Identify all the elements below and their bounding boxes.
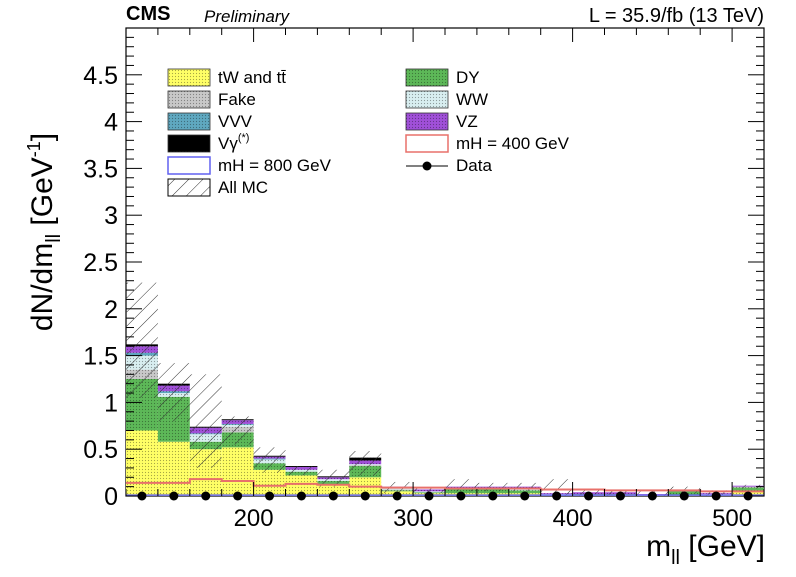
legend-left-1-label: Fake [218,90,256,109]
data-point-9 [424,491,434,501]
data-point-10 [456,491,466,501]
legend-right-2-swatch-texture [406,113,448,130]
bar-texture-0-1 [157,441,190,496]
data-point-11 [488,491,498,501]
mc-band-bin-3 [221,416,254,445]
data-point-18 [711,491,721,501]
legend-right-1-label: WW [456,90,488,109]
all-mc-band [126,282,764,496]
signal-mh400-line [126,478,764,493]
mc-band-bin-11 [476,482,509,492]
y-axis-title: dN/dmll [GeV-1] [24,133,65,331]
mc-band-bin-7 [349,451,382,476]
legend-right-4-swatch-marker [422,161,432,171]
x-tick-label-3: 500 [712,505,752,532]
data-point-16 [647,491,657,501]
x-axis-title: mll [GeV] [646,530,765,569]
legend-left-4-swatch [167,156,211,175]
legend-right-1-swatch-texture [406,91,448,108]
legend-left-0-swatch-texture [168,69,210,86]
mc-band-bin-19 [732,484,764,489]
data-point-1 [169,491,179,501]
data-point-13 [552,491,562,501]
mc-band-bin-9 [413,488,445,494]
bar-texture-0-5 [285,475,318,496]
mc-band-bin-4 [253,447,286,473]
legend-right-0-label: DY [456,68,480,87]
legend-left-0-label: tW and tt̄ [218,68,286,87]
y-tick-label-2: 1 [104,389,118,417]
mc-band-bin-13 [540,479,573,496]
legend-right-3-swatch [405,134,449,153]
legend-left-2-label: VVV [218,112,253,131]
legend-left-3-swatch-texture [168,135,210,152]
legend-right-4-label: Data [456,156,492,175]
mc-band-bin-5 [285,466,318,476]
legend-right-2-label: VZ [456,112,478,131]
mc-band-bin-1 [157,363,190,422]
data-point-3 [233,491,243,501]
mc-band-bin-0 [126,282,158,398]
y-tick-label-8: 4 [104,109,118,137]
legend-left-1-swatch-texture [168,91,210,108]
y-tick-label-5: 2.5 [83,249,118,277]
data-point-4 [265,491,275,501]
data-point-2 [201,491,211,501]
preliminary-label: Preliminary [204,7,291,26]
cms-label: CMS [126,3,170,25]
legend-right-0-swatch-texture [406,69,448,86]
legend-left-4-label: mH = 800 GeV [218,156,332,175]
y-tick-label-0: 0 [104,483,118,511]
legend-left-5-label: All MC [218,178,268,197]
bar-texture-0-6 [317,484,350,496]
legend-left-2-swatch-texture [168,113,210,130]
x-tick-label-2: 400 [553,505,593,532]
data-point-15 [615,491,625,501]
legend-left-3-label: Vγ(*) [218,132,249,153]
data-point-5 [296,491,306,501]
axes: 200 300 400 500 0 0.5 1 1.5 2 2.5 3 3.5 4 4.5 [83,28,765,532]
y-tick-label-3: 1.5 [83,343,118,371]
data-point-12 [520,491,530,501]
bar-texture-0-0 [126,430,158,496]
bar-texture-1-19 [732,487,764,492]
data-point-6 [328,491,338,501]
mc-band-bin-2 [189,374,222,468]
data-point-8 [392,491,402,501]
bar-texture-0-3 [221,447,254,496]
data-points [137,491,753,501]
y-tick-label-9: 4.5 [83,62,118,90]
data-point-7 [360,491,370,501]
legend-left-5-swatch [167,178,211,197]
y-tick-label-6: 3 [104,202,118,230]
x-tick-label-1: 300 [393,505,433,532]
x-tick-label-0: 200 [234,505,274,532]
luminosity-label: L = 35.9/fb (13 TeV) [589,5,764,27]
mc-band-bin-6 [317,469,350,487]
y-tick-label-7: 3.5 [83,155,118,183]
y-tick-label-4: 2 [104,296,118,324]
legend-right-3-label: mH = 400 GeV [456,134,570,153]
data-point-17 [679,491,689,501]
mc-band-bin-12 [508,482,541,492]
y-tick-label-1: 0.5 [83,436,118,464]
data-point-14 [584,491,594,501]
